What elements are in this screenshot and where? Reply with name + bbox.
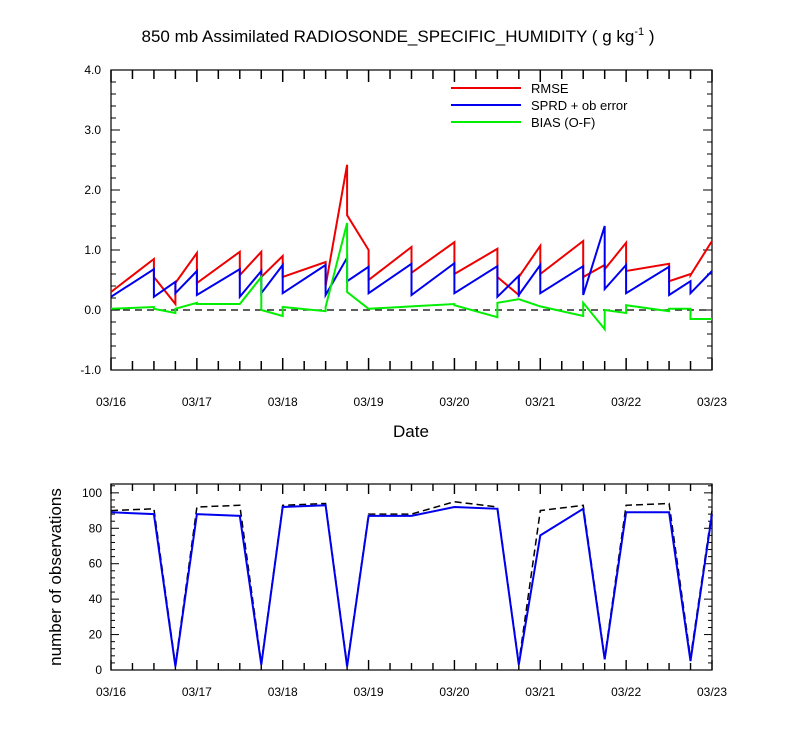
bottom-x-tick-label: 03/23 xyxy=(697,685,727,699)
top-panel-ticks: -1.0 0.0 1.0 2.0 3.0 4.0 03/16 03/17 03/18 03/19 0… xyxy=(80,63,727,409)
top-x-tick-label: 03/18 xyxy=(268,395,298,409)
bottom-x-tick-label: 03/22 xyxy=(611,685,641,699)
bottom-x-tick-label: 03/16 xyxy=(96,685,126,699)
chart-title: 850 mb Assimilated RADIOSONDE_SPECIFIC_H… xyxy=(142,26,655,46)
top-y-tick-label: 4.0 xyxy=(84,63,101,77)
top-x-tick-label: 03/17 xyxy=(182,395,212,409)
bottom-y-tick-label: 80 xyxy=(89,521,103,535)
bottom-y-tick-label: 60 xyxy=(89,557,103,571)
bias-line xyxy=(110,222,712,333)
chart-title-unit-exponent: -1 xyxy=(634,26,644,38)
obs-possible-line xyxy=(110,500,713,665)
bottom-y-axis-title: number of observations xyxy=(46,488,65,666)
top-x-tick-label: 03/19 xyxy=(354,395,384,409)
top-y-tick-label: 2.0 xyxy=(84,183,101,197)
bottom-panel-series xyxy=(110,500,713,667)
bottom-panel-frame xyxy=(110,483,713,671)
bottom-x-tick-label: 03/19 xyxy=(354,685,384,699)
top-plot-frame xyxy=(110,69,713,371)
legend-label: SPRD + ob error xyxy=(531,98,628,113)
legend-label: RMSE xyxy=(531,81,569,96)
bottom-x-tick-label: 03/17 xyxy=(182,685,212,699)
top-y-tick-label: -1.0 xyxy=(80,363,101,377)
top-y-tick-label: 0.0 xyxy=(84,303,101,317)
bottom-y-tick-label: 0 xyxy=(95,663,102,677)
top-x-tick-label: 03/21 xyxy=(525,395,555,409)
bottom-y-tick-label: 40 xyxy=(89,592,103,606)
bottom-x-tick-label: 03/18 xyxy=(268,685,298,699)
bottom-y-tick-label: 100 xyxy=(82,486,102,500)
chart-title-main: 850 mb Assimilated RADIOSONDE_SPECIFIC_H… xyxy=(142,27,635,46)
legend: RMSE SPRD + ob error BIAS (O-F) xyxy=(451,81,628,130)
bottom-x-tick-label: 03/20 xyxy=(439,685,469,699)
bottom-plot-frame xyxy=(110,483,713,671)
top-x-tick-label: 03/20 xyxy=(439,395,469,409)
bottom-x-tick-label: 03/21 xyxy=(525,685,555,699)
top-x-tick-label: 03/22 xyxy=(611,395,641,409)
chart-title-suffix: ) xyxy=(644,27,654,46)
top-y-tick-label: 3.0 xyxy=(84,123,101,137)
legend-item-bias: BIAS (O-F) xyxy=(451,115,595,130)
top-panel-frame xyxy=(110,69,713,371)
legend-item-spread: SPRD + ob error xyxy=(451,98,628,113)
obs-assimilated-line xyxy=(110,504,713,667)
rmse-line xyxy=(110,164,713,307)
top-y-tick-label: 1.0 xyxy=(84,243,101,257)
top-x-tick-label: 03/23 xyxy=(697,395,727,409)
top-panel-series xyxy=(110,164,713,333)
top-x-axis-title: Date xyxy=(393,422,429,441)
top-x-tick-label: 03/16 xyxy=(96,395,126,409)
legend-label: BIAS (O-F) xyxy=(531,115,595,130)
legend-item-rmse: RMSE xyxy=(451,81,569,96)
spread-line xyxy=(110,225,713,300)
bottom-y-tick-label: 20 xyxy=(89,628,103,642)
